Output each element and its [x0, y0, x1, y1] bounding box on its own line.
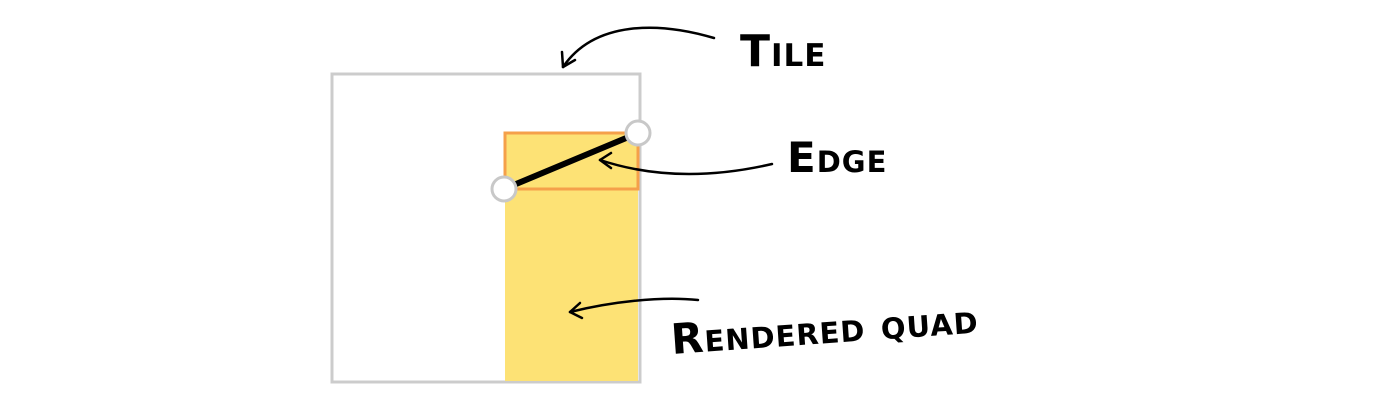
- quad-arrow: [568, 297, 700, 320]
- edge-end-vertex: [624, 119, 652, 147]
- tile-arrow: [560, 26, 716, 69]
- rendered-quad-label: Rendered quad: [669, 294, 980, 364]
- edge-arrow: [598, 151, 774, 176]
- edge-start-vertex: [490, 175, 518, 203]
- edge-line: [501, 130, 641, 192]
- tile-label: Tile: [740, 26, 826, 77]
- edge-label: Edge: [787, 133, 887, 182]
